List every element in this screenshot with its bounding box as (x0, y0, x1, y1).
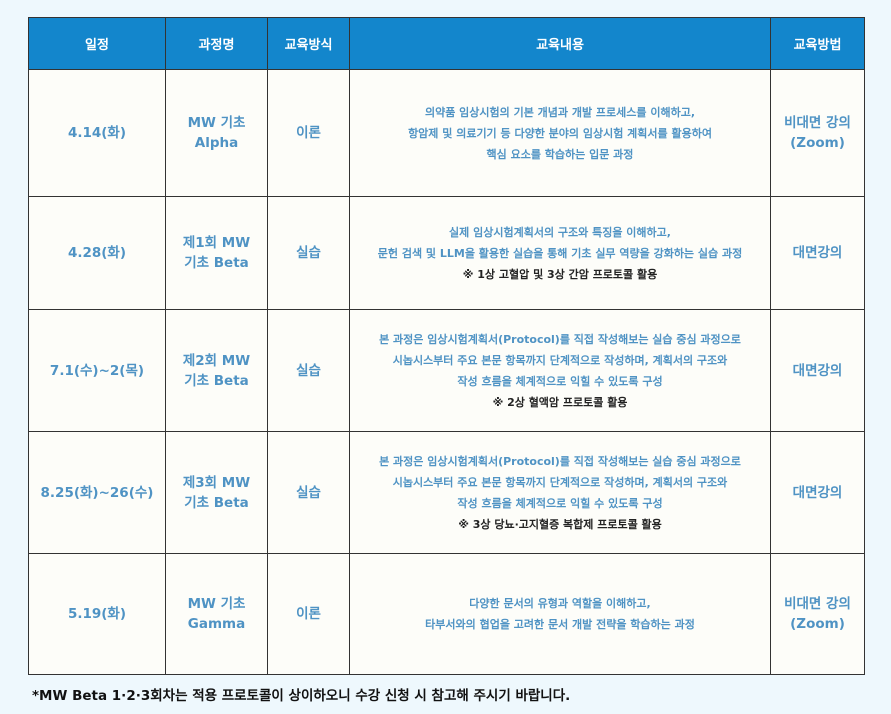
cell-type: 실습 (267, 196, 350, 310)
protocol-note: ※ 1상 고혈압 및 3상 간암 프로토콜 활용 (462, 267, 658, 281)
table-row: 4.28(화) 제1회 MW 기초 Beta 실습 실제 임상시험계획서의 구조와 특징… (28, 196, 865, 310)
table-row: 4.14(화) MW 기초 Alpha 이론 의약품 임상시험의 기본 개념과 개발 프… (28, 69, 865, 197)
cell-method: 대면강의 (770, 431, 865, 554)
text-line: 제1회 MW (182, 235, 251, 251)
text-line: 작성 흐름을 체계적으로 익힐 수 있도록 구성 (457, 374, 663, 388)
text-line: 다양한 문서의 유형과 역할을 이해하고, (469, 597, 651, 610)
table-row: 7.1(수)~2(목) 제2회 MW 기초 Beta 실습 본 과정은 임상시험계획서(… (28, 309, 865, 432)
header-method: 교육방법 (770, 17, 865, 70)
table-row: 5.19(화) MW 기초 Gamma 이론 다양한 문서의 유형과 역할을 이해하고,… (28, 553, 865, 675)
text-line: Alpha (194, 135, 239, 151)
text-line: 비대면 강의 (784, 596, 851, 612)
footnote: *MW Beta 1·2·3회차는 적용 프로토콜이 상이하오니 수강 신청 시… (32, 688, 571, 704)
text-line: 시놉시스부터 주요 본문 항목까지 단계적으로 작성하며, 계획서의 구조와 (392, 475, 728, 489)
cell-content: 다양한 문서의 유형과 역할을 이해하고, 타부서와의 협업을 고려한 문서 개발… (349, 553, 771, 675)
cell-method: 비대면 강의 (Zoom) (770, 69, 865, 197)
text-line: 작성 흐름을 체계적으로 익힐 수 있도록 구성 (457, 496, 663, 510)
cell-course: 제1회 MW 기초 Beta (165, 196, 268, 310)
protocol-note: ※ 2상 혈액암 프로토콜 활용 (492, 395, 628, 409)
cell-method: 대면강의 (770, 309, 865, 432)
text-line: 기초 Beta (184, 494, 249, 511)
cell-date: 8.25(화)~26(수) (28, 431, 166, 554)
text-line: 제3회 MW (182, 474, 251, 491)
table-row: 8.25(화)~26(수) 제3회 MW 기초 Beta 실습 본 과정은 임상시험계획… (28, 431, 865, 554)
text-line: (Zoom) (790, 616, 845, 632)
text-line: 본 과정은 임상시험계획서(Protocol)를 직접 작성해보는 실습 중심 … (379, 454, 741, 468)
cell-method: 대면강의 (770, 196, 865, 310)
cell-type: 이론 (267, 69, 350, 197)
cell-content: 의약품 임상시험의 기본 개념과 개발 프로세스를 이해하고, 항암제 및 의료기… (349, 69, 771, 197)
text-line: 문헌 검색 및 LLM을 활용한 실습을 통해 기초 실무 역량을 강화하는 실… (377, 246, 743, 260)
cell-course: 제2회 MW 기초 Beta (165, 309, 268, 432)
cell-date: 4.14(화) (28, 69, 166, 197)
header-date: 일정 (28, 17, 166, 70)
text-line: 항암제 및 의료기기 등 다양한 분야의 임상시험 계획서를 활용하여 (408, 126, 712, 140)
header-content: 교육내용 (349, 17, 771, 70)
text-line: 기초 Beta (184, 255, 249, 271)
text-line: 타부서와의 협업을 고려한 문서 개발 전략을 학습하는 과정 (425, 618, 695, 631)
text-line: (Zoom) (790, 135, 845, 151)
cell-type: 실습 (267, 431, 350, 554)
text-line: MW 기초 (187, 596, 246, 612)
text-line: 의약품 임상시험의 기본 개념과 개발 프로세스를 이해하고, (424, 105, 696, 119)
cell-course: MW 기초 Alpha (165, 69, 268, 197)
text-line: Gamma (187, 616, 246, 632)
cell-content: 실제 임상시험계획서의 구조와 특징을 이해하고, 문헌 검색 및 LLM을 활용… (349, 196, 771, 310)
cell-course: 제3회 MW 기초 Beta (165, 431, 268, 554)
protocol-note: ※ 3상 당뇨·고지혈증 복합제 프로토콜 활용 (458, 517, 662, 531)
text-line: 본 과정은 임상시험계획서(Protocol)를 직접 작성해보는 실습 중심 … (379, 332, 741, 346)
text-line: 대면강의 (792, 484, 843, 501)
cell-type: 이론 (267, 553, 350, 675)
text-line: 비대면 강의 (784, 115, 851, 131)
text-line: 대면강의 (792, 245, 843, 261)
text-line: 실제 임상시험계획서의 구조와 특징을 이해하고, (449, 225, 671, 239)
header-course: 과정명 (165, 17, 268, 70)
text-line: MW 기초 (187, 115, 246, 131)
cell-content: 본 과정은 임상시험계획서(Protocol)를 직접 작성해보는 실습 중심 … (349, 309, 771, 432)
schedule-table: 일정 과정명 교육방식 교육내용 교육방법 4.14(화) MW 기초 Alpha 이… (28, 17, 865, 675)
text-line: 기초 Beta (184, 372, 249, 389)
text-line: 제2회 MW (182, 352, 251, 369)
cell-date: 5.19(화) (28, 553, 166, 675)
header-type: 교육방식 (267, 17, 350, 70)
cell-content: 본 과정은 임상시험계획서(Protocol)를 직접 작성해보는 실습 중심 … (349, 431, 771, 554)
text-line: 핵심 요소를 학습하는 입문 과정 (486, 147, 634, 161)
cell-date: 4.28(화) (28, 196, 166, 310)
header-row: 일정 과정명 교육방식 교육내용 교육방법 (28, 17, 865, 70)
cell-type: 실습 (267, 309, 350, 432)
text-line: 시놉시스부터 주요 본문 항목까지 단계적으로 작성하며, 계획서의 구조와 (392, 353, 728, 367)
text-line: 대면강의 (792, 362, 843, 379)
cell-date: 7.1(수)~2(목) (28, 309, 166, 432)
cell-method: 비대면 강의 (Zoom) (770, 553, 865, 675)
cell-course: MW 기초 Gamma (165, 553, 268, 675)
